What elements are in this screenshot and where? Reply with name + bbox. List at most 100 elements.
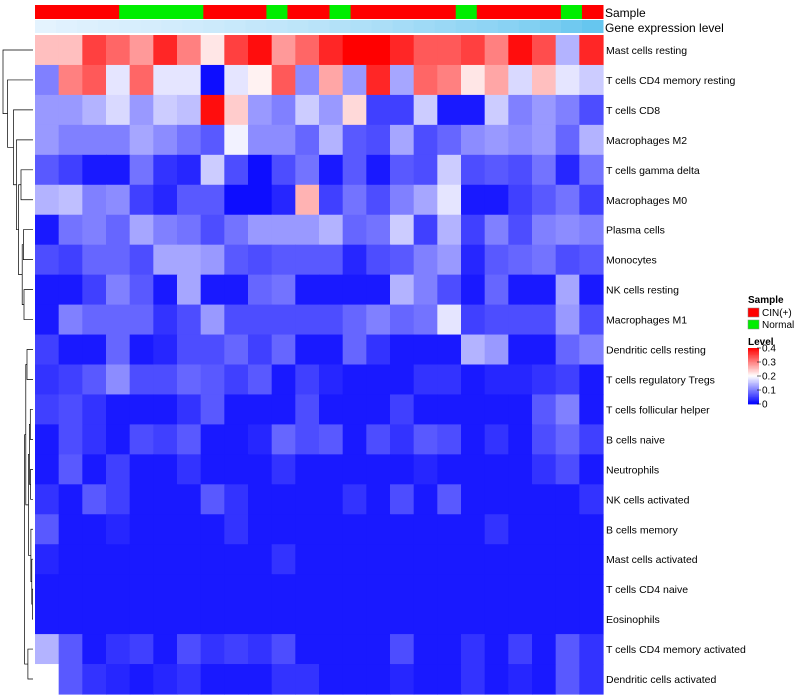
heatmap-cell — [153, 514, 178, 545]
legend-level-ticks: 0.4 0.3 0.2 0.1 0 — [757, 344, 776, 411]
heatmap-cell — [461, 634, 486, 665]
heatmap-cell — [461, 94, 486, 126]
heatmap-cell — [82, 154, 107, 186]
heatmap-cell — [579, 574, 604, 605]
heatmap-cell — [390, 214, 415, 246]
heatmap-cell — [437, 64, 462, 96]
heatmap-cell — [532, 35, 557, 66]
heatmap-cell — [224, 304, 249, 336]
colorbar-segment — [748, 390, 759, 392]
heatmap-cell — [82, 454, 107, 485]
heatmap-cell — [319, 544, 344, 575]
sample-annotation-cell — [497, 5, 520, 19]
legend-label-cin: CIN(+) — [762, 308, 792, 319]
heatmap-cell — [177, 124, 202, 156]
heatmap-cell — [153, 274, 178, 306]
heatmap-cell — [579, 94, 604, 126]
expression-annotation-cell — [266, 20, 288, 33]
colorbar-segment — [748, 377, 759, 380]
colorbar-segment — [748, 366, 759, 368]
heatmap-cell — [342, 484, 367, 515]
row-label: Macrophages M1 — [606, 315, 687, 327]
heatmap-cell — [532, 514, 557, 545]
heatmap-cell — [579, 334, 604, 366]
colorbar-segment — [748, 359, 759, 361]
heatmap-cell — [532, 184, 557, 216]
heatmap-cell — [58, 154, 83, 186]
heatmap-cell — [484, 544, 509, 575]
heatmap-cell — [129, 454, 154, 485]
heatmap-cell — [342, 634, 367, 665]
heatmap-cell — [82, 484, 107, 515]
heatmap-cell — [579, 64, 604, 96]
heatmap-cell — [319, 94, 344, 126]
heatmap-cell — [129, 214, 154, 246]
heatmap-cell — [555, 454, 580, 485]
heatmap-cell — [153, 64, 178, 96]
expression-annotation-cell — [35, 20, 57, 33]
heatmap-cell — [82, 664, 107, 695]
sample-annotation-cell — [560, 5, 583, 19]
colorbar-segment — [748, 370, 759, 373]
heatmap-cell — [295, 604, 320, 635]
heatmap-cell — [177, 274, 202, 306]
heatmap-cell — [82, 304, 107, 336]
heatmap-cell — [555, 364, 580, 396]
heatmap-cell — [129, 244, 154, 276]
heatmap-cell — [390, 364, 415, 396]
heatmap-cell — [555, 184, 580, 216]
colorbar-segment — [748, 352, 759, 354]
heatmap-cell — [200, 424, 225, 455]
heatmap-cell — [153, 364, 178, 396]
heatmap-cell — [413, 544, 438, 575]
heatmap-cell — [342, 244, 367, 276]
colorbar-segment — [748, 348, 759, 350]
row-label: T cells CD8 — [606, 105, 660, 117]
heatmap-cell — [106, 514, 131, 545]
legend-label-normal: Normal — [762, 320, 794, 331]
colorbar-segment — [748, 395, 759, 398]
colorbar-segment — [748, 350, 759, 353]
heatmap-cell — [508, 634, 533, 665]
heatmap-cell — [177, 154, 202, 186]
heatmap-cell — [58, 64, 83, 96]
sample-annotation-label: Sample — [605, 6, 646, 20]
row-label: Dendritic cells resting — [606, 345, 706, 357]
heatmap-cell — [390, 304, 415, 336]
heatmap-cell — [342, 454, 367, 485]
heatmap-cell — [177, 634, 202, 665]
heatmap-cell — [484, 394, 509, 425]
heatmap-cell — [461, 184, 486, 216]
heatmap-cell — [413, 514, 438, 545]
row-label: Macrophages M2 — [606, 135, 687, 147]
heatmap-cell — [437, 274, 462, 306]
heatmap-cell — [484, 304, 509, 336]
heatmap-cell — [342, 304, 367, 336]
row-label: Macrophages M0 — [606, 195, 687, 207]
heatmap-cell — [366, 244, 391, 276]
heatmap-cell — [579, 544, 604, 575]
heatmap-cell — [200, 574, 225, 605]
heatmap-cell — [484, 514, 509, 545]
heatmap-cell — [461, 484, 486, 515]
heatmap-cell — [508, 244, 533, 276]
heatmap-cell — [390, 394, 415, 425]
heatmap-cell — [35, 124, 60, 156]
sample-annotation-cell — [119, 5, 141, 19]
heatmap-cell — [461, 124, 486, 156]
heatmap-cell — [555, 214, 580, 246]
heatmap-cell — [248, 544, 273, 575]
colorbar-segment — [748, 374, 759, 377]
heatmap-cell — [129, 424, 154, 455]
heatmap-cell — [413, 124, 438, 156]
heatmap-cell — [437, 544, 462, 575]
heatmap-cell — [461, 514, 486, 545]
heatmap-cell — [366, 64, 391, 96]
heatmap-cell — [461, 574, 486, 605]
heatmap-cell — [342, 664, 367, 695]
heatmap-cell — [35, 424, 60, 455]
heatmap-cell — [366, 154, 391, 186]
colorbar-segment — [748, 376, 759, 378]
heatmap-cell — [413, 154, 438, 186]
heatmap-cell — [508, 424, 533, 455]
